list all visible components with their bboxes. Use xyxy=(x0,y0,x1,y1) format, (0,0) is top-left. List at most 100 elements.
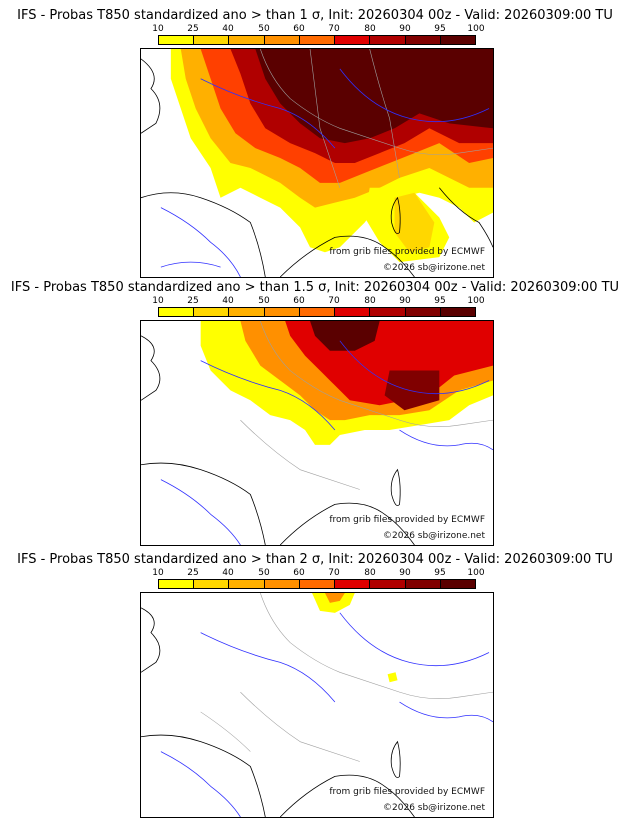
panel-2sigma: IFS - Probas T850 standardized ano > tha… xyxy=(0,544,630,818)
legend-swatch xyxy=(194,36,230,44)
legend-swatch xyxy=(370,580,406,588)
color-legend: 10 25 40 50 60 70 80 90 95 100 xyxy=(152,568,485,596)
legend-tick: 70 xyxy=(328,296,340,306)
coastline xyxy=(141,58,161,134)
coastline xyxy=(141,192,266,277)
legend-tick: 25 xyxy=(187,296,199,306)
legend-tick: 40 xyxy=(222,296,234,306)
data-source-credit: from grib files provided by ECMWF xyxy=(329,247,485,257)
country-border xyxy=(260,321,493,427)
legend-swatch xyxy=(370,36,406,44)
legend-swatch xyxy=(229,36,265,44)
legend-tick: 40 xyxy=(222,24,234,34)
legend-tick: 100 xyxy=(467,24,485,34)
map-canvas xyxy=(141,321,493,545)
river xyxy=(160,207,241,277)
legend-swatch xyxy=(370,308,406,316)
color-legend: 10 25 40 50 60 70 80 90 95 100 xyxy=(152,24,485,52)
coastline xyxy=(279,774,415,817)
coastline xyxy=(279,502,415,545)
panel-title: IFS - Probas T850 standardized ano > tha… xyxy=(17,552,613,567)
legend-swatch xyxy=(264,308,300,316)
legend-ticks: 10 25 40 50 60 70 80 90 95 100 xyxy=(152,24,484,34)
corsica-outline xyxy=(390,468,401,506)
legend-swatch xyxy=(299,308,336,316)
copyright-credit: ©2026 sb@irizone.net xyxy=(383,803,485,813)
copyright-credit: ©2026 sb@irizone.net xyxy=(383,531,485,541)
river xyxy=(339,340,490,395)
prob-area-50 xyxy=(324,593,345,603)
legend-swatch xyxy=(440,308,475,316)
country-border xyxy=(260,593,493,699)
legend-swatch xyxy=(440,580,475,588)
legend-swatch xyxy=(229,580,265,588)
legend-tick: 80 xyxy=(364,24,376,34)
legend-swatch xyxy=(299,580,336,588)
legend-swatch xyxy=(335,580,371,588)
panel-title: IFS - Probas T850 standardized ano > tha… xyxy=(17,8,613,23)
legend-tick: 95 xyxy=(434,568,446,578)
legend-swatch xyxy=(159,36,195,44)
prob-area-100 xyxy=(255,49,493,144)
coastline xyxy=(141,734,266,817)
coastline xyxy=(141,335,161,401)
legend-tick: 10 xyxy=(152,24,164,34)
legend-tick: 95 xyxy=(434,296,446,306)
legend-tick: 90 xyxy=(399,296,411,306)
country-border xyxy=(309,49,341,188)
legend-tick: 25 xyxy=(187,24,199,34)
river xyxy=(200,632,336,703)
river xyxy=(160,751,241,817)
region-border xyxy=(240,691,360,762)
legend-tick: 80 xyxy=(364,296,376,306)
legend-ticks: 10 25 40 50 60 70 80 90 95 100 xyxy=(152,296,484,306)
legend-tick: 80 xyxy=(364,568,376,578)
data-source-credit: from grib files provided by ECMWF xyxy=(329,515,485,525)
country-border xyxy=(260,49,493,156)
legend-colorbar xyxy=(158,307,476,317)
legend-tick: 25 xyxy=(187,568,199,578)
legend-swatch xyxy=(194,580,230,588)
coastline xyxy=(141,462,266,545)
panel-1-5sigma: IFS - Probas T850 standardized ano > tha… xyxy=(0,272,630,546)
river xyxy=(200,78,336,149)
region-border xyxy=(240,419,360,490)
prob-area-corsica xyxy=(394,192,435,253)
legend-swatch xyxy=(440,36,475,44)
legend-tick: 70 xyxy=(328,568,340,578)
legend-tick: 40 xyxy=(222,568,234,578)
coastline xyxy=(279,235,415,277)
legend-tick: 70 xyxy=(328,24,340,34)
prob-area-100 xyxy=(310,321,380,351)
probability-map: from grib files provided by ECMWF ©2026 … xyxy=(140,320,494,546)
probability-map: from grib files provided by ECMWF ©2026 … xyxy=(140,48,494,278)
legend-swatch xyxy=(405,36,441,44)
map-canvas xyxy=(141,593,493,817)
country-border xyxy=(369,49,400,178)
coastline xyxy=(141,607,161,673)
river xyxy=(339,612,490,667)
river xyxy=(160,479,241,545)
legend-tick: 50 xyxy=(258,568,270,578)
coastline xyxy=(438,187,493,248)
legend-colorbar xyxy=(158,35,476,45)
corsica-outline xyxy=(390,196,401,235)
panel-1sigma: IFS - Probas T850 standardized ano > tha… xyxy=(0,0,630,278)
river xyxy=(200,360,336,431)
legend-colorbar xyxy=(158,579,476,589)
corsica-outline xyxy=(390,740,401,778)
legend-swatch xyxy=(159,580,195,588)
legend-tick: 100 xyxy=(467,296,485,306)
legend-swatch xyxy=(159,308,195,316)
prob-area-10 xyxy=(312,593,355,613)
data-source-credit: from grib files provided by ECMWF xyxy=(329,787,485,797)
legend-tick: 90 xyxy=(399,568,411,578)
legend-tick: 10 xyxy=(152,568,164,578)
legend-swatch xyxy=(299,36,336,44)
legend-tick: 60 xyxy=(293,568,305,578)
map-canvas xyxy=(141,49,493,277)
color-legend: 10 25 40 50 60 70 80 90 95 100 xyxy=(152,296,485,324)
probability-map: from grib files provided by ECMWF ©2026 … xyxy=(140,592,494,818)
copyright-credit: ©2026 sb@irizone.net xyxy=(383,263,485,273)
panel-title: IFS - Probas T850 standardized ano > tha… xyxy=(10,280,620,295)
